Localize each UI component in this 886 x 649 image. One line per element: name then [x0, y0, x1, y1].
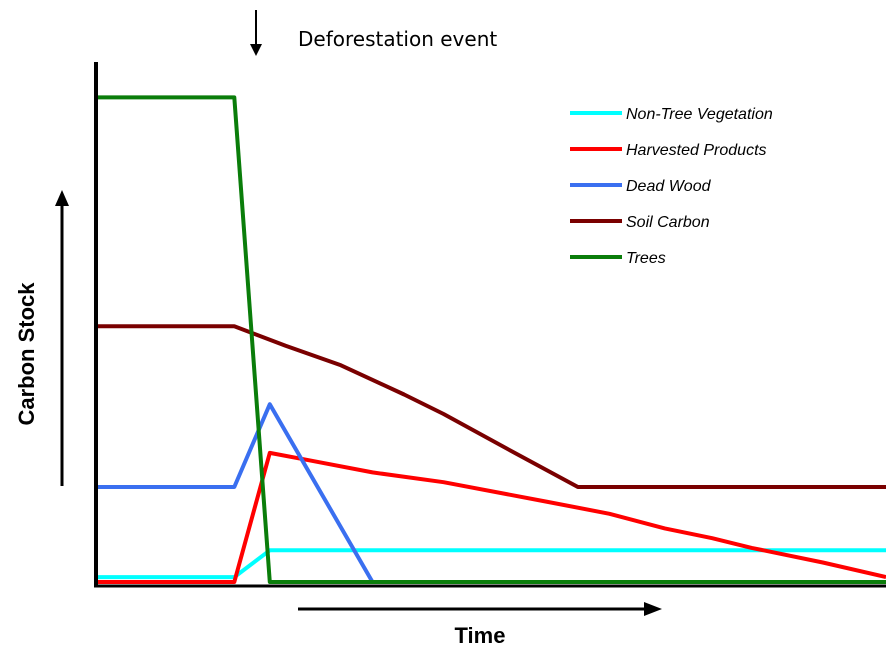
y-axis-arrow — [55, 190, 69, 486]
legend-label-non-tree-vegetation: Non-Tree Vegetation — [626, 106, 773, 123]
series-line-harvested-products — [96, 450, 886, 584]
legend: Non-Tree Vegetation Harvested Products Dea… — [570, 106, 773, 267]
series-line-soil-carbon — [96, 324, 886, 489]
y-axis-title: Carbon Stock — [14, 282, 39, 426]
series-line-trees — [96, 95, 886, 584]
deforestation-label: Deforestation event — [298, 27, 497, 51]
series-line-dead-wood — [96, 402, 375, 584]
legend-label-harvested-products: Harvested Products — [626, 142, 767, 159]
deforestation-annotation: Deforestation event — [250, 10, 497, 56]
x-axis-arrow-head — [644, 602, 662, 616]
x-axis-arrow — [298, 602, 662, 616]
legend-label-soil-carbon: Soil Carbon — [626, 214, 710, 231]
x-axis-title: Time — [455, 623, 506, 648]
legend-label-dead-wood: Dead Wood — [626, 178, 712, 195]
legend-label-trees: Trees — [626, 250, 666, 267]
series-line-non-tree-vegetation — [96, 548, 886, 580]
y-axis-arrow-head — [55, 190, 69, 206]
deforestation-arrow-head — [250, 44, 262, 56]
series-layer — [96, 95, 886, 584]
